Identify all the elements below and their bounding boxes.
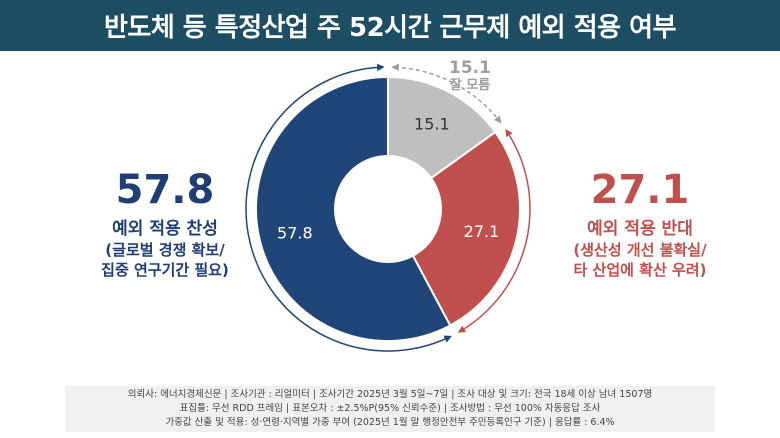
- title-bar: 반도체 등 특정산업 주 52시간 근무제 예외 적용 여부: [0, 0, 780, 51]
- support-callout: 57.8 예외 적용 찬성 (글로벌 경쟁 확보/ 집중 연구기간 필요): [60, 168, 270, 280]
- oppose-value: 27.1: [590, 167, 690, 213]
- arc-support: [245, 63, 452, 352]
- support-label: 예외 적용 찬성: [112, 219, 218, 239]
- oppose-callout: 27.1 예외 적용 반대 (생산성 개선 불확실/ 타 산업에 확산 우려): [540, 168, 740, 280]
- slice-support-label: 57.8: [277, 223, 313, 242]
- oppose-reason-line2: 타 산업에 확산 우려): [573, 261, 707, 279]
- slice-oppose-label: 27.1: [464, 222, 500, 241]
- unknown-callout: 15.1 잘 모름: [420, 58, 520, 94]
- survey-footer: 의뢰사: 에너지경제신문 | 조사기관 : 리얼미터 | 조사기간 2025년 …: [65, 386, 715, 432]
- support-value: 57.8: [115, 167, 215, 213]
- unknown-value: 15.1: [449, 58, 491, 78]
- arc-unknown: [391, 63, 502, 124]
- arc-oppose: [457, 128, 531, 333]
- footer-line-2: 표집틀: 무선 RDD 프레임 | 표본오차 : ±2.5%P(95% 신뢰수준…: [179, 403, 601, 414]
- unknown-label: 잘 모름: [449, 78, 491, 93]
- chart-title: 반도체 등 특정산업 주 52시간 근무제 예외 적용 여부: [104, 13, 677, 43]
- oppose-label: 예외 적용 반대: [587, 219, 693, 239]
- donut-hole: [334, 155, 442, 263]
- oppose-reason-line1: (생산성 개선 불확실/: [573, 241, 707, 259]
- footer-line-1: 의뢰사: 에너지경제신문 | 조사기관 : 리얼미터 | 조사기간 2025년 …: [127, 389, 653, 400]
- slice-unknown-label: 15.1: [414, 115, 450, 134]
- support-reason-line1: (글로벌 경쟁 확보/: [105, 241, 225, 259]
- footer-line-3: 가중값 산출 및 적용: 성·연령·지역별 가중 부여 (2025년 1월 말 …: [165, 417, 615, 428]
- support-reason-line2: 집중 연구기간 필요): [101, 261, 229, 279]
